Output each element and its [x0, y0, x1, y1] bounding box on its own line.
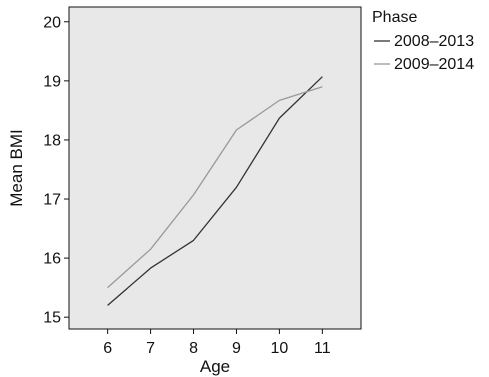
x-tick-label: 8 — [189, 340, 198, 357]
x-axis-title: Age — [200, 357, 230, 376]
x-tick-label: 9 — [232, 340, 241, 357]
y-axis: 15 16 17 18 19 20 — [43, 14, 69, 327]
x-tick-label: 7 — [146, 340, 155, 357]
y-tick-label: 19 — [43, 73, 61, 90]
x-tick-label: 11 — [314, 340, 331, 357]
legend-label: 2008–2013 — [394, 33, 474, 50]
y-tick-label: 15 — [43, 310, 61, 327]
y-tick-label: 18 — [43, 132, 61, 149]
legend: Phase 2008–2013 2009–2014 — [372, 9, 474, 73]
series-line-1 — [107, 86, 323, 289]
y-tick-label: 16 — [43, 251, 61, 268]
legend-entries: 2008–2013 2009–2014 — [374, 33, 474, 73]
series-lines — [107, 76, 323, 306]
legend-label: 2009–2014 — [394, 56, 474, 73]
y-tick-label: 17 — [43, 192, 61, 209]
legend-title: Phase — [372, 9, 417, 26]
x-axis: 6 7 8 9 10 11 — [103, 329, 331, 357]
series-line-0 — [107, 76, 323, 306]
x-tick-label: 6 — [103, 340, 112, 357]
x-tick-label: 10 — [271, 340, 289, 357]
y-tick-label: 20 — [43, 14, 61, 31]
plot-area — [68, 6, 362, 330]
y-axis-title: Mean BMI — [7, 129, 26, 206]
